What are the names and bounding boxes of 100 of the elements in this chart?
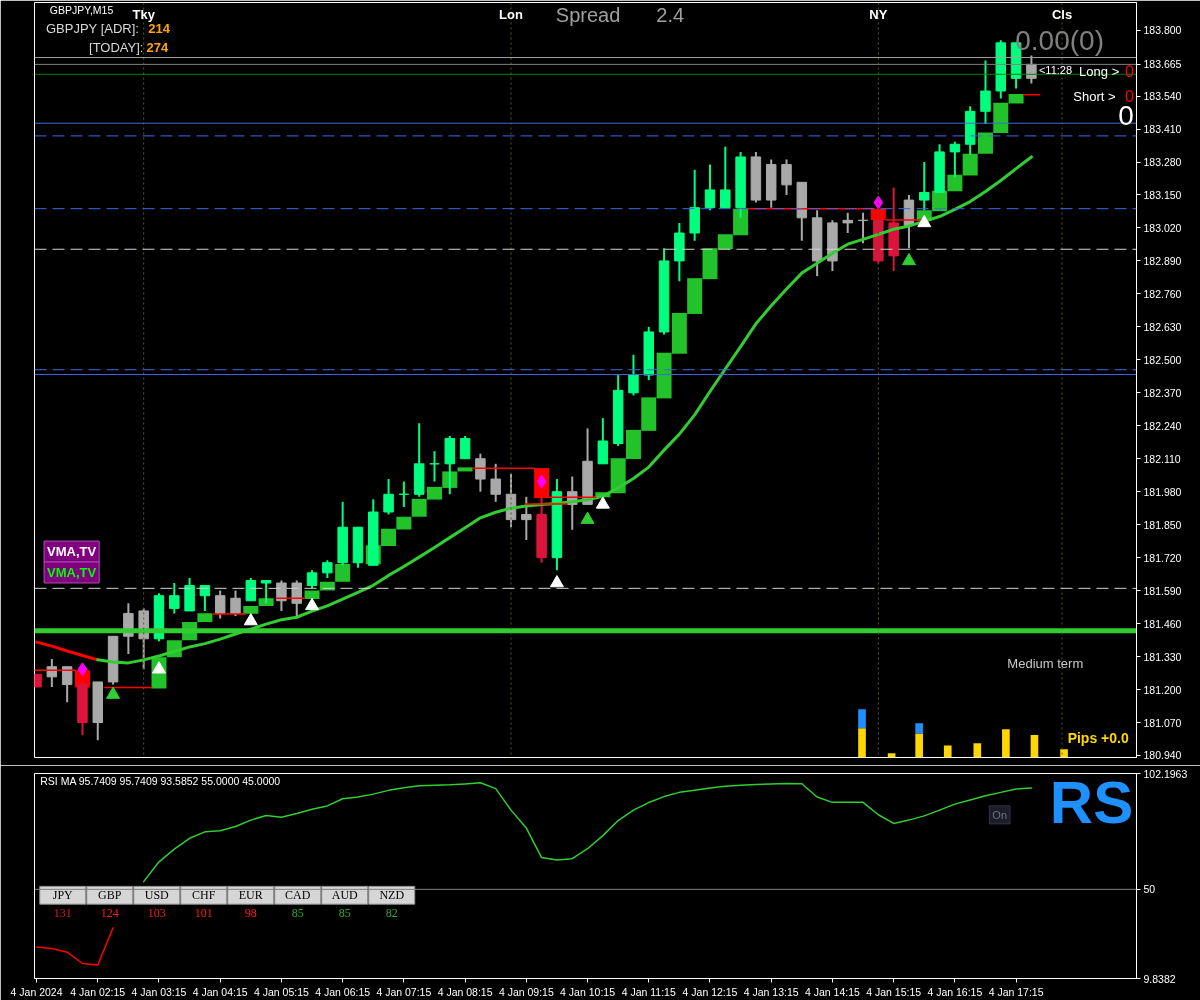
candlestick [857, 211, 869, 245]
annotation: 2.4 [656, 4, 685, 27]
candlestick [521, 495, 532, 541]
bar [943, 745, 952, 758]
ref-line-label: Lon [499, 7, 523, 22]
bar [1008, 94, 1024, 104]
annotation: <11:28 [1038, 64, 1073, 77]
y-tick-label: 183.410 [1143, 123, 1182, 136]
category-label: EUR [238, 888, 263, 903]
ref-line-label: Cls [1051, 7, 1073, 22]
candlestick [230, 589, 241, 617]
x-tick-label: 4 Jan 2024 [10, 985, 63, 998]
chart-title: GBPJPY,M15 [49, 4, 114, 17]
bar [962, 153, 978, 176]
candlestick [628, 353, 639, 397]
y-tick-label: 102.1963 [1143, 767, 1188, 780]
data-label: 82 [385, 906, 398, 921]
point [873, 195, 884, 210]
x-tick-label: 4 Jan 02:15 [70, 985, 126, 998]
annotation: Pips +0.0 [1067, 729, 1129, 746]
y-tick-label: 180.940 [1143, 749, 1182, 762]
category-label: NZD [379, 888, 405, 903]
data-label: 85 [338, 906, 351, 921]
x-tick-label: 4 Jan 16:15 [927, 985, 983, 998]
candlestick [720, 145, 731, 209]
annotation: VMA,TV [47, 544, 97, 560]
x-tick-label: 4 Jan 10:15 [560, 985, 616, 998]
annotation: 0 [1125, 63, 1135, 81]
point [595, 496, 610, 509]
annotation: On [992, 808, 1008, 821]
candlestick [245, 576, 257, 602]
data-label: 98 [244, 906, 257, 921]
candlestick [459, 434, 471, 460]
candlestick [169, 582, 180, 615]
bar [457, 467, 473, 472]
point [549, 575, 564, 588]
line-series [35, 640, 100, 662]
y-tick-label: 183.800 [1143, 24, 1182, 37]
y-tick-label: 182.370 [1143, 386, 1182, 399]
data-label: 131 [53, 906, 72, 921]
x-tick-label: 4 Jan 17:15 [988, 985, 1044, 998]
y-tick-label: 182.630 [1143, 320, 1182, 333]
x-tick-label: 4 Jan 07:15 [376, 985, 432, 998]
category-label: JPY [52, 888, 74, 903]
point [305, 597, 320, 611]
bar [993, 102, 1009, 134]
point [917, 214, 932, 228]
y-tick-label: 181.330 [1143, 650, 1182, 663]
x-tick-label: 4 Jan 15:15 [866, 985, 922, 998]
data-label: 85 [291, 906, 304, 921]
y-tick-label: 9.8382 [1143, 972, 1176, 985]
candlestick [61, 665, 73, 704]
bar [1002, 729, 1010, 758]
annotation: 0.00(0) [1015, 24, 1104, 56]
candlestick [398, 480, 410, 508]
x-tick-label: 4 Jan 12:15 [682, 985, 738, 998]
bar [319, 581, 335, 591]
y-tick-label: 181.850 [1143, 518, 1182, 531]
bar [858, 709, 866, 729]
x-tick-label: 4 Jan 09:15 [498, 985, 554, 998]
y-tick-label: 181.460 [1143, 617, 1182, 630]
point [106, 686, 121, 699]
bar [915, 733, 923, 758]
x-tick-label: 4 Jan 08:15 [437, 985, 493, 998]
point [580, 511, 595, 524]
candlestick [842, 211, 853, 235]
y-tick-label: 182.500 [1143, 353, 1182, 366]
annotation: [TODAY]: [89, 39, 144, 55]
y-tick-label: 181.720 [1143, 551, 1182, 564]
candlestick [260, 579, 272, 605]
x-tick-label: 4 Jan 11:15 [621, 985, 676, 998]
point [901, 252, 916, 266]
annotation: Short > [1073, 88, 1116, 104]
category-label: CAD [285, 888, 311, 903]
candlestick [46, 658, 58, 688]
annotation: RS [1049, 769, 1134, 837]
y-tick-label: 181.200 [1143, 683, 1182, 696]
y-tick-label: 183.280 [1143, 156, 1182, 169]
annotation: GBPJPY [ADR]: [45, 20, 139, 36]
line-series [35, 927, 114, 966]
candlestick [490, 462, 501, 503]
data-label: 124 [100, 906, 119, 921]
candlestick [597, 417, 609, 465]
x-tick-label: 4 Jan 03:15 [131, 985, 187, 998]
y-tick-label: 182.760 [1143, 287, 1182, 300]
y-tick-label: 181.980 [1143, 485, 1182, 498]
candlestick [781, 158, 792, 196]
y-tick-label: 182.110 [1143, 452, 1181, 465]
point [77, 662, 88, 677]
y-tick-label: 181.590 [1143, 584, 1182, 597]
category-label: CHF [192, 888, 216, 903]
candlestick [704, 163, 716, 212]
y-tick-label: 183.020 [1143, 221, 1182, 234]
chart-title: RSI MA 95.7409 95.7409 93.5852 55.0000 45.0000 [40, 775, 281, 788]
point [243, 613, 258, 626]
candlestick [214, 589, 226, 620]
annotation: 274 [146, 39, 169, 55]
bar [1060, 749, 1068, 758]
y-tick-label: 181.070 [1143, 716, 1182, 729]
category-label: GBP [98, 888, 122, 903]
